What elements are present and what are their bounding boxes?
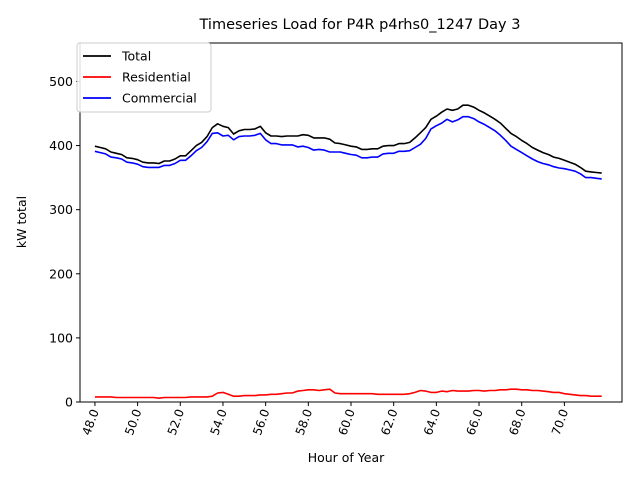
y-axis-label: kW total [14,196,29,248]
legend-box [76,42,212,113]
series-line-total [94,104,602,174]
y-tick-label: 300 [49,202,73,217]
y-tick-label: 200 [49,266,73,281]
series-layer [94,104,602,400]
x-axis-label: Hour of Year [308,450,385,465]
y-tick-label: 0 [65,395,73,410]
y-tick-label: 500 [49,74,73,89]
y-tick-label: 400 [49,138,73,153]
legend-label-residential: Residential [122,70,191,85]
y-axis: 0 100 200 300 400 500 [49,74,80,410]
legend-label-total: Total [121,49,151,64]
chart-title: Timeseries Load for P4R p4rhs0_1247 Day … [199,17,521,33]
y-tick-label: 100 [49,330,73,345]
legend-label-commercial: Commercial [122,91,197,106]
series-line-commercial [94,115,602,180]
legend: Total Residential Commercial [76,42,212,113]
series-line-residential [94,388,602,400]
